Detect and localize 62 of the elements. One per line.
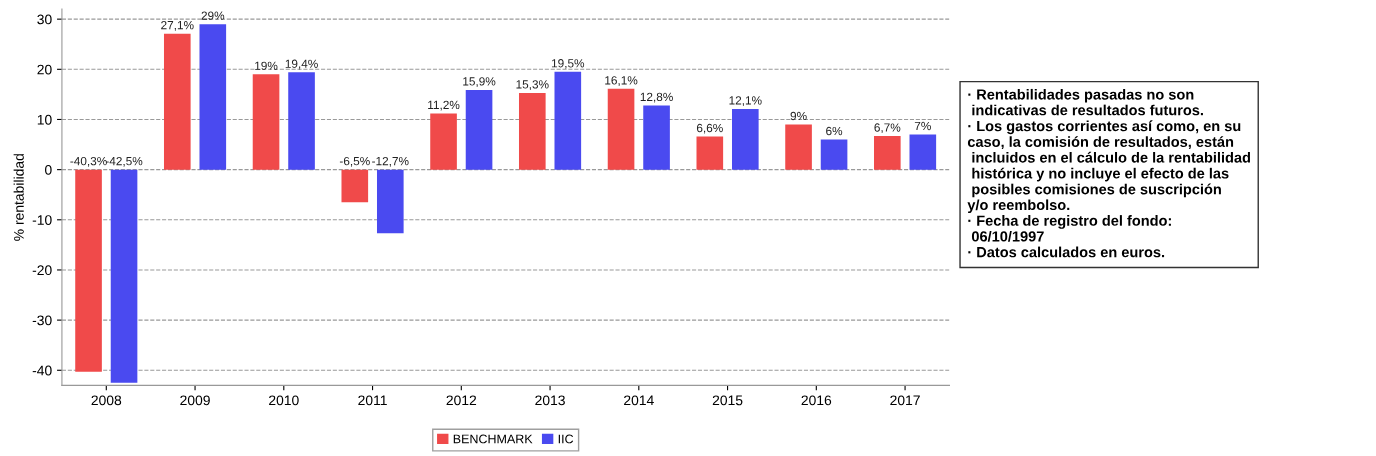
- data-label: 12,1%: [729, 96, 762, 106]
- legend-label: BENCHMARK: [453, 434, 533, 444]
- data-label: 12,8%: [640, 92, 673, 103]
- bar: [820, 139, 848, 170]
- y-tick-label: 20: [37, 64, 52, 75]
- bar: [110, 169, 138, 383]
- bar: [163, 33, 191, 170]
- data-label: -42,5%: [105, 156, 143, 167]
- bar: [554, 71, 582, 170]
- bar: [465, 89, 493, 170]
- bar: [607, 88, 635, 170]
- x-tick-label: 2016: [801, 395, 832, 406]
- bar: [376, 169, 404, 234]
- y-tick-label: -30: [32, 315, 52, 326]
- bar: [874, 136, 901, 170]
- x-tick-label: 2013: [535, 395, 565, 406]
- y-tick-label: 10: [37, 114, 52, 125]
- bar: [732, 108, 759, 170]
- data-label: 9%: [790, 111, 807, 121]
- x-tick-label: 2017: [890, 395, 920, 406]
- data-label: 19,5%: [551, 59, 585, 69]
- data-label: 19%: [255, 61, 278, 70]
- data-label: -40,3%: [70, 156, 107, 167]
- data-label: 15,9%: [463, 77, 496, 87]
- x-tick-label: 2009: [180, 395, 210, 406]
- data-label: 7%: [914, 121, 931, 131]
- x-tick-label: 2015: [712, 395, 743, 406]
- y-tick-label: -20: [32, 265, 52, 276]
- data-label: 11,2%: [428, 100, 460, 111]
- y-axis-title: % rentabilidad: [13, 154, 24, 241]
- data-label: 15,3%: [516, 80, 549, 90]
- bar: [341, 169, 369, 203]
- x-tick-label: 2011: [358, 395, 387, 406]
- data-label: 27,1%: [161, 21, 194, 31]
- y-tick-label: -10: [32, 215, 52, 225]
- legend-label: IIC: [558, 434, 574, 444]
- bar: [785, 124, 812, 170]
- bar: [696, 136, 724, 170]
- data-label: 6,6%: [696, 123, 723, 134]
- y-tick-label: 0: [45, 164, 52, 175]
- data-label: 29%: [201, 11, 225, 20]
- x-tick-label: 2014: [624, 395, 654, 406]
- bar: [252, 74, 280, 170]
- y-tick-label: 30: [37, 14, 52, 25]
- text: · Rentabilidades pasadas no son indicativas de resultados futuros. · Los gastos corrientes así como, en su caso, la comisión de resultados, están incluidos en el cálculo de la rentabilidad histórica y no incluye el efecto de las posibles comisiones de suscripción y/o reembolso. · Fecha de registro del fondo: 06/10/1997 · Datos calculados en euros.: [967, 88, 1250, 258]
- bar: [199, 24, 227, 170]
- data-label: 6%: [826, 126, 843, 136]
- bar: [430, 113, 457, 170]
- x-tick-label: 2010: [269, 395, 299, 406]
- data-label: 16,1%: [605, 76, 638, 86]
- data-label: -12,7%: [372, 156, 409, 167]
- bar: [75, 169, 102, 372]
- bar: [288, 72, 315, 170]
- bar: [643, 105, 670, 170]
- y-tick-label: -40: [32, 365, 52, 376]
- data-label: -6,5%: [339, 156, 370, 167]
- data-label: 19,4%: [285, 59, 318, 70]
- x-tick-label: 2008: [91, 395, 122, 406]
- bar: [909, 134, 937, 170]
- x-tick-label: 2012: [446, 395, 477, 406]
- data-label: 6,7%: [874, 123, 901, 134]
- bar: [518, 92, 546, 170]
